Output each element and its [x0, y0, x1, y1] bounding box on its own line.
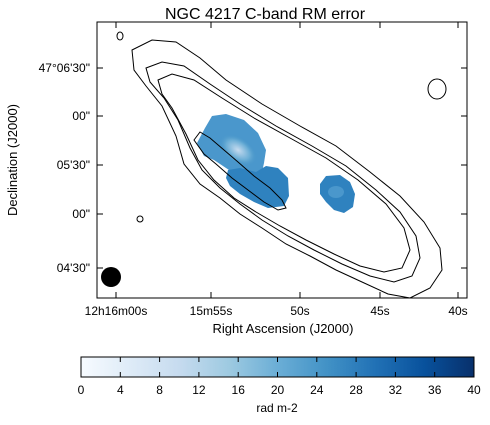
contour-2 — [145, 61, 421, 283]
colorbar-label: rad m-2 — [256, 401, 298, 415]
contour-blob-left — [136, 215, 144, 223]
y-tick-label: 47°06'30" — [39, 61, 90, 75]
y-axis-title: Declination (J2000) — [5, 104, 20, 216]
axis-ticks — [97, 22, 467, 298]
x-tick-labels: 12h16m00s 15m55s 50s 45s 40s — [85, 304, 468, 318]
x-tick-label: 40s — [448, 304, 467, 318]
contour-3 — [157, 73, 411, 273]
colorbar-tick-label: 12 — [192, 383, 206, 397]
contour-blob-top — [116, 31, 124, 41]
x-tick-label: 45s — [370, 304, 389, 318]
colorbar: 0 4 8 12 16 20 24 28 32 36 40 rad m-2 — [78, 356, 481, 415]
colorbar-tick-label: 40 — [467, 383, 481, 397]
plot-frame — [96, 21, 468, 299]
colorbar-tick-label: 16 — [232, 383, 246, 397]
heatmap-region-south-lobe — [226, 166, 289, 208]
x-tick-label: 12h16m00s — [85, 304, 148, 318]
colorbar-tick-label: 8 — [156, 383, 163, 397]
x-axis-title: Right Ascension (J2000) — [213, 321, 354, 336]
heatmap-region-core — [218, 133, 258, 167]
chart-title: NGC 4217 C-band RM error — [165, 6, 366, 23]
colorbar-tick-label: 24 — [310, 383, 324, 397]
y-tick-label: 04'30" — [57, 261, 90, 275]
colorbar-tick-label: 20 — [271, 383, 285, 397]
colorbar-tick-label: 28 — [349, 383, 363, 397]
colorbar-tick-label: 32 — [389, 383, 403, 397]
contour-blob-right — [427, 78, 447, 100]
contour-outer — [131, 39, 443, 298]
contour-4 — [193, 131, 287, 211]
colorbar-ticks: 0 4 8 12 16 20 24 28 32 36 40 — [78, 357, 481, 397]
x-tick-label: 50s — [290, 304, 309, 318]
colorbar-tick-label: 0 — [78, 383, 85, 397]
plot-area — [101, 31, 447, 298]
y-tick-label: 05'30" — [57, 158, 90, 172]
x-tick-label: 15m55s — [190, 304, 233, 318]
y-tick-labels: 47°06'30" 00" 05'30" 00" 04'30" — [39, 61, 90, 275]
rm-error-map — [197, 114, 355, 213]
beam-marker — [101, 267, 121, 287]
colorbar-tick-label: 36 — [428, 383, 442, 397]
y-tick-label: 00" — [72, 109, 90, 123]
contours — [116, 31, 447, 298]
colorbar-tick-label: 4 — [117, 383, 124, 397]
y-tick-label: 00" — [72, 207, 90, 221]
heatmap-region-east-core — [328, 186, 344, 198]
